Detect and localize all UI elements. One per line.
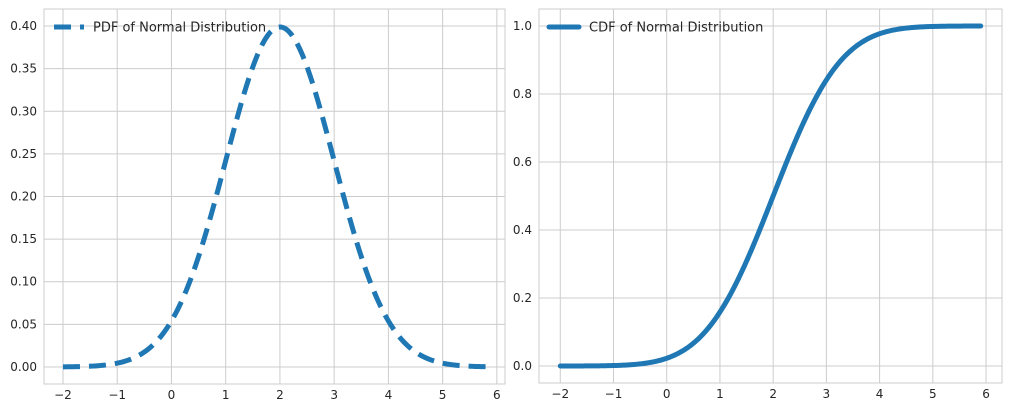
pdf-y-tick-label: 0.05 bbox=[10, 317, 37, 331]
pdf-x-tick-labels: −2 −1 0 1 2 3 4 5 6 bbox=[54, 388, 501, 402]
cdf-x-tick-label: 5 bbox=[929, 387, 937, 401]
pdf-legend: PDF of Normal Distribution bbox=[54, 21, 266, 36]
cdf-y-tick-label: 0.8 bbox=[513, 87, 532, 101]
pdf-y-gridlines bbox=[44, 25, 505, 368]
cdf-series-line bbox=[557, 23, 984, 369]
cdf-y-tick-label: 0.6 bbox=[513, 155, 532, 169]
cdf-x-tick-label: 0 bbox=[663, 387, 671, 401]
pdf-chart-panel: −2 −1 0 1 2 3 4 5 6 0.00 0.05 0.10 0.15 0.20 0.25 0.30… bbox=[10, 8, 506, 402]
pdf-x-tick-label: 0 bbox=[168, 388, 176, 402]
pdf-y-tick-label: 0.00 bbox=[10, 360, 37, 374]
pdf-y-tick-label: 0.35 bbox=[10, 62, 37, 76]
pdf-x-tick-label: 2 bbox=[276, 388, 284, 402]
pdf-y-tick-label: 0.30 bbox=[10, 104, 37, 118]
cdf-legend-label: CDF of Normal Distribution bbox=[589, 21, 763, 36]
pdf-x-tick-label: 1 bbox=[222, 388, 230, 402]
cdf-legend: CDF of Normal Distribution bbox=[546, 21, 763, 36]
pdf-legend-label: PDF of Normal Distribution bbox=[93, 21, 266, 36]
cdf-y-tick-label: 1.0 bbox=[513, 19, 532, 33]
cdf-chart-panel: −2 −1 0 1 2 3 4 5 6 0.0 0.2 0.4 0.6 0.8 1.0 CDF of No… bbox=[513, 8, 1003, 401]
pdf-y-tick-label: 0.10 bbox=[10, 275, 37, 289]
cdf-y-tick-label: 0.4 bbox=[513, 223, 532, 237]
cdf-x-tick-label: 6 bbox=[982, 387, 990, 401]
pdf-y-tick-label: 0.40 bbox=[10, 19, 37, 33]
cdf-x-tick-label: −1 bbox=[605, 387, 623, 401]
cdf-x-tick-label: 4 bbox=[876, 387, 884, 401]
cdf-x-tick-label: −2 bbox=[551, 387, 569, 401]
pdf-x-tick-label: 5 bbox=[439, 388, 447, 402]
pdf-y-tick-label: 0.15 bbox=[10, 232, 37, 246]
pdf-y-tick-label: 0.20 bbox=[10, 190, 37, 204]
pdf-y-tick-labels: 0.00 0.05 0.10 0.15 0.20 0.25 0.30 0.35 0.40 bbox=[10, 19, 37, 374]
pdf-y-tick-label: 0.25 bbox=[10, 147, 37, 161]
cdf-x-tick-label: 1 bbox=[716, 387, 724, 401]
cdf-y-tick-labels: 0.0 0.2 0.4 0.6 0.8 1.0 bbox=[513, 19, 532, 373]
pdf-x-tick-label: 3 bbox=[330, 388, 338, 402]
pdf-x-tick-label: −2 bbox=[54, 388, 72, 402]
pdf-x-tick-label: 6 bbox=[493, 388, 501, 402]
cdf-x-tick-labels: −2 −1 0 1 2 3 4 5 6 bbox=[551, 387, 989, 401]
pdf-x-tick-label: 4 bbox=[385, 388, 393, 402]
cdf-y-tick-label: 0.0 bbox=[513, 359, 532, 373]
cdf-x-tick-label: 2 bbox=[769, 387, 777, 401]
pdf-x-tick-label: −1 bbox=[108, 388, 126, 402]
cdf-series bbox=[557, 23, 984, 369]
cdf-y-tick-label: 0.2 bbox=[513, 291, 532, 305]
cdf-x-tick-label: 3 bbox=[823, 387, 831, 401]
